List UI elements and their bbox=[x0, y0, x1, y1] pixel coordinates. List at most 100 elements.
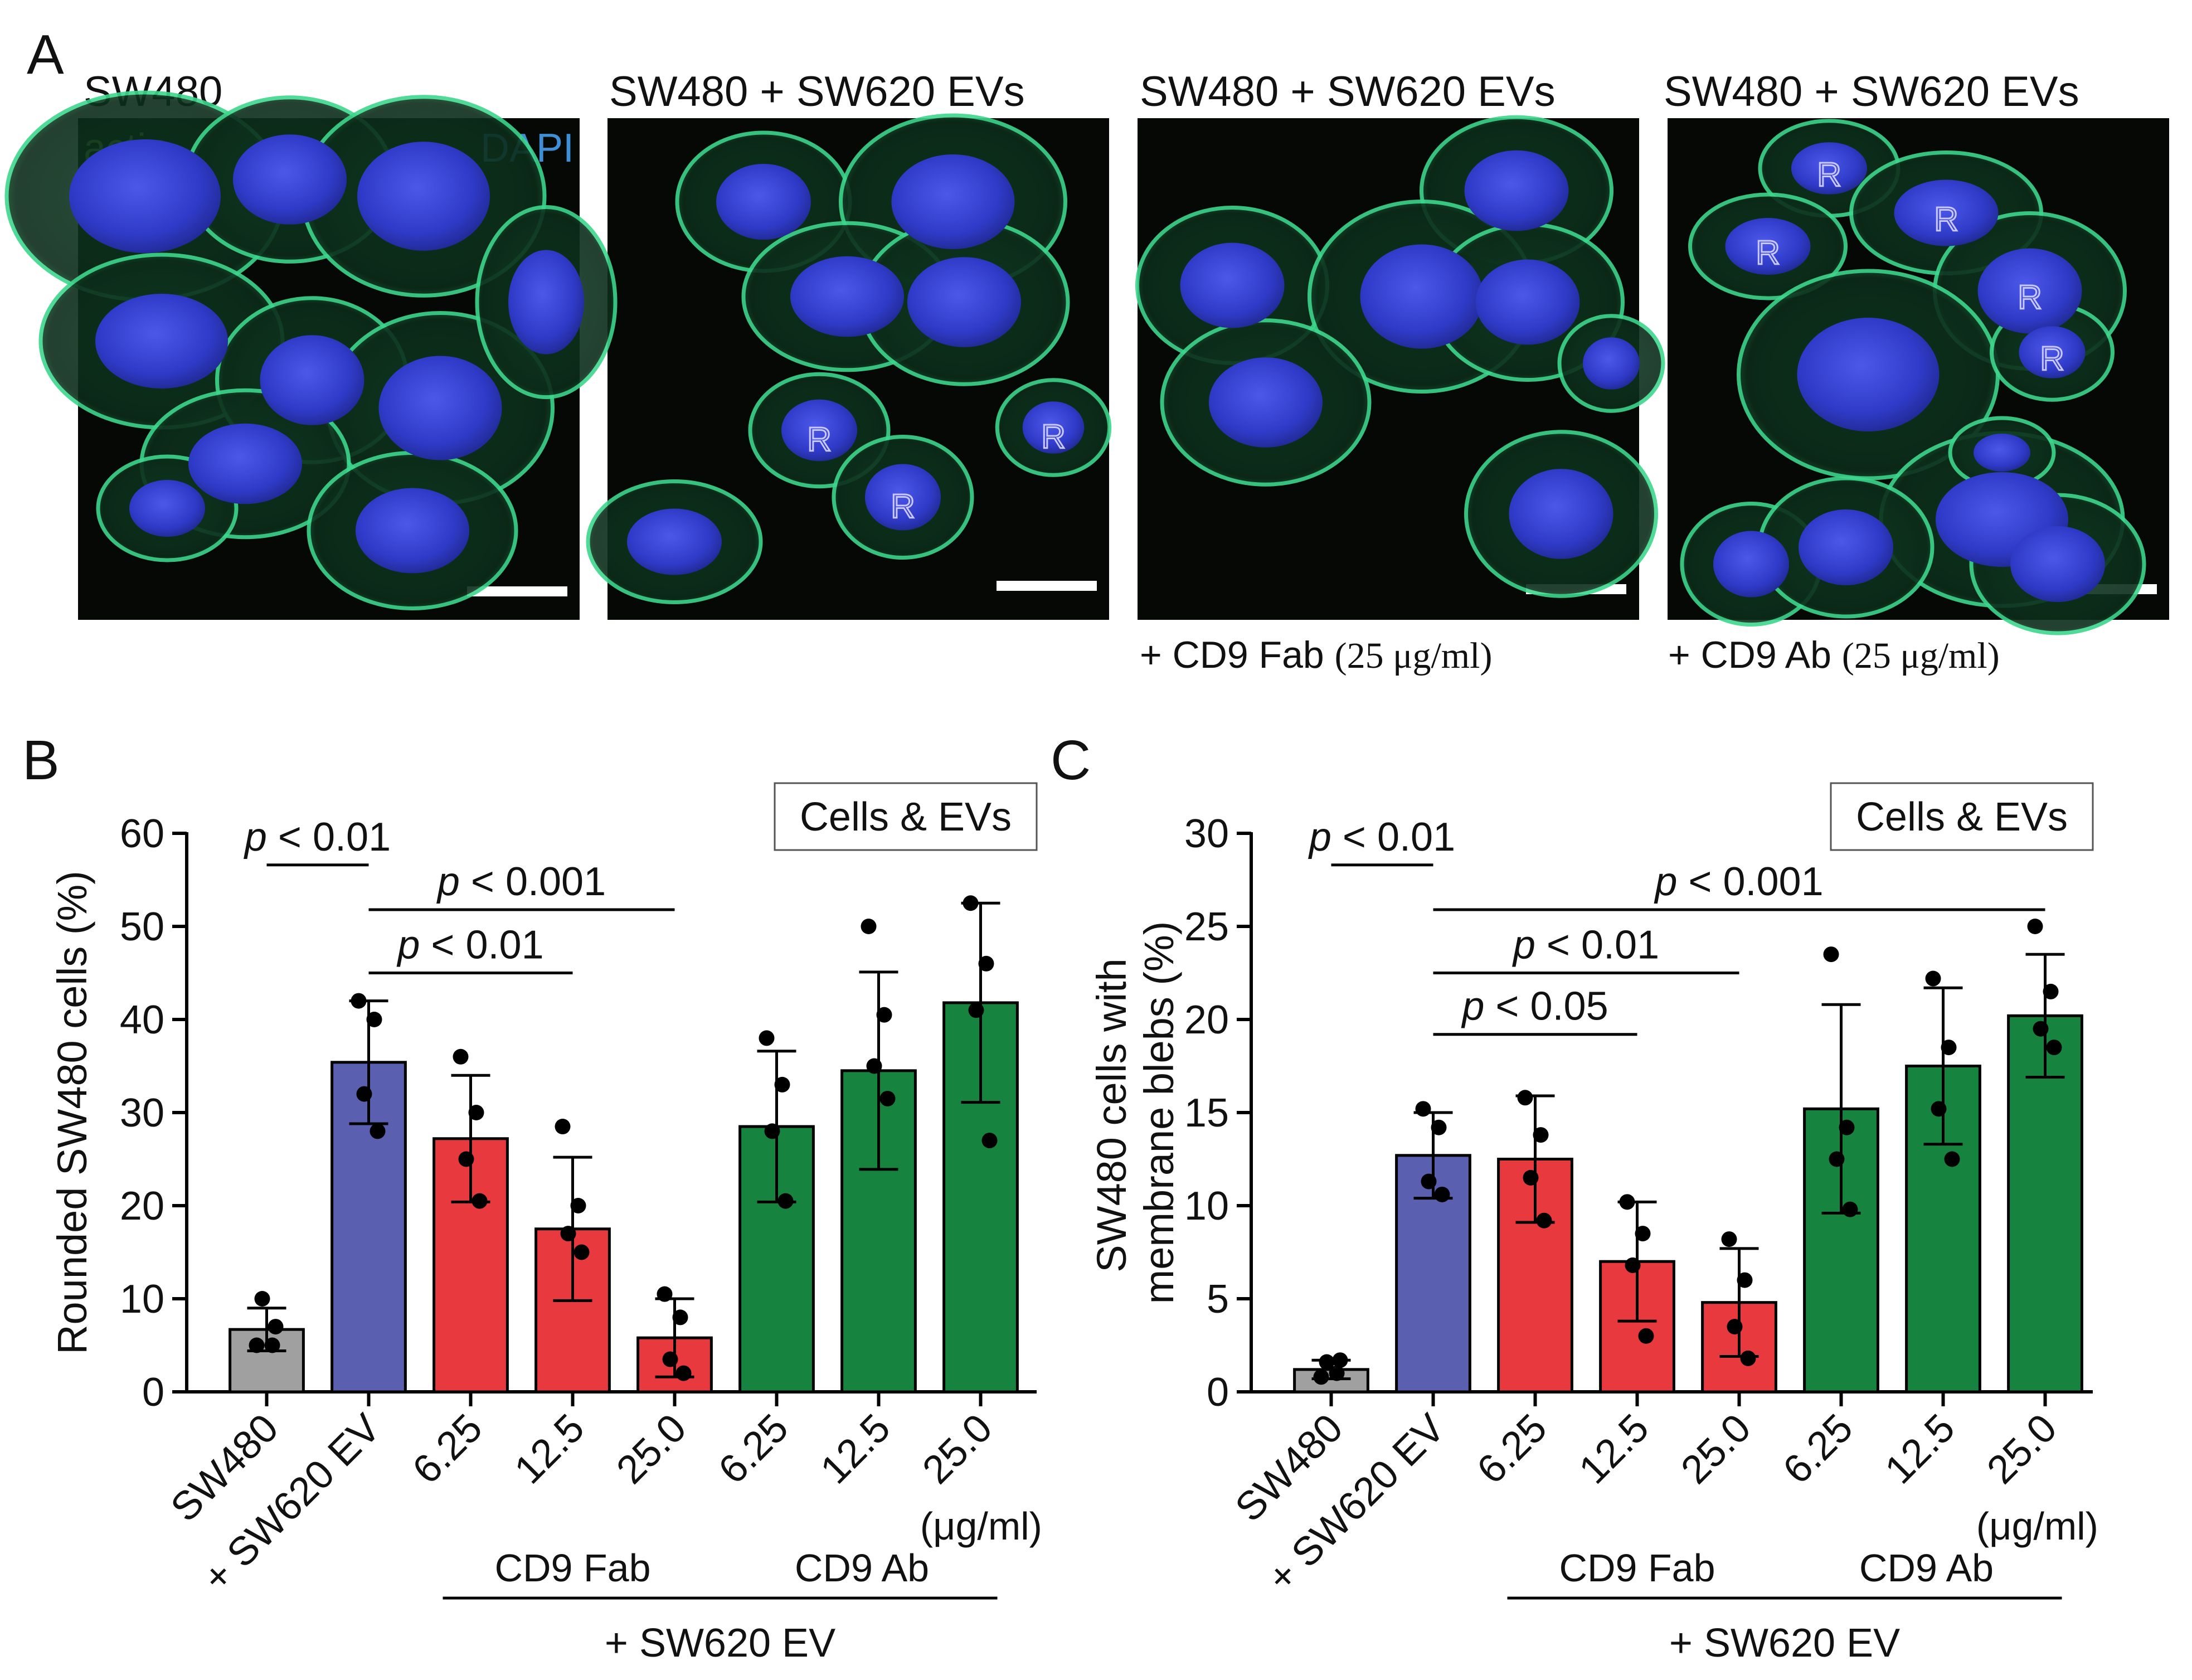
p-value-label: p < 0.01 bbox=[396, 923, 543, 968]
panel-a: A SW480 actin DAPI SW480 + SW620 EVs SW4… bbox=[4, 23, 2169, 676]
group-label-fab: CD9 Fab bbox=[494, 1546, 650, 1590]
data-point bbox=[1421, 1173, 1437, 1189]
data-point bbox=[1434, 1186, 1450, 1202]
data-point bbox=[777, 1193, 794, 1209]
data-point bbox=[468, 1105, 484, 1120]
p-value-label: p < 0.01 bbox=[1308, 815, 1455, 860]
data-point bbox=[876, 1007, 892, 1023]
data-point bbox=[759, 1030, 775, 1046]
legend-label: Cells & EVs bbox=[1856, 795, 2068, 839]
data-point bbox=[861, 919, 877, 934]
unit-label: (μg/ml) bbox=[920, 1504, 1042, 1548]
data-point bbox=[2027, 919, 2043, 934]
x-tick-label: + SW620 EV bbox=[1258, 1406, 1453, 1600]
cell-nucleus bbox=[233, 134, 347, 225]
y-tick-label: 40 bbox=[120, 998, 164, 1042]
data-point bbox=[1925, 970, 1941, 987]
data-point bbox=[1536, 1212, 1552, 1229]
micrograph-cells bbox=[4, 90, 618, 610]
data-point bbox=[672, 1309, 688, 1325]
y-tick-label: 30 bbox=[1184, 812, 1229, 856]
panel-letter-b: B bbox=[22, 729, 60, 792]
data-point bbox=[458, 1151, 474, 1167]
data-point bbox=[555, 1119, 571, 1135]
data-point bbox=[675, 1365, 692, 1381]
x-tick-label: 25.0 bbox=[1979, 1406, 2065, 1493]
micrograph-cells: R R R bbox=[586, 113, 1112, 604]
data-point bbox=[1431, 1119, 1447, 1135]
micrograph-title: SW480 + SW620 EVs bbox=[1664, 68, 2079, 115]
cell-nucleus bbox=[1209, 357, 1323, 448]
data-point bbox=[981, 1133, 998, 1149]
data-point bbox=[1635, 1226, 1651, 1242]
data-point bbox=[1415, 1101, 1431, 1117]
treatment-label: + SW620 EV bbox=[605, 1621, 835, 1666]
cell-nucleus bbox=[1791, 142, 1867, 195]
y-tick-label: 15 bbox=[1184, 1091, 1229, 1135]
data-point bbox=[2043, 983, 2059, 999]
rounded-cell-marker: R bbox=[2040, 340, 2064, 377]
y-tick-label: 60 bbox=[120, 812, 164, 856]
data-point bbox=[1931, 1101, 1947, 1117]
data-point bbox=[1313, 1369, 1329, 1385]
y-tick-label: 20 bbox=[1184, 998, 1229, 1042]
x-tick-label: 12.5 bbox=[506, 1406, 593, 1493]
cell-nucleus bbox=[1022, 401, 1085, 454]
cell-nucleus bbox=[627, 508, 722, 575]
data-point bbox=[249, 1337, 265, 1353]
x-tick-label: 6.25 bbox=[710, 1406, 797, 1493]
x-tick-label: 6.25 bbox=[1469, 1406, 1556, 1493]
y-tick-label: 30 bbox=[120, 1091, 164, 1135]
data-point bbox=[963, 895, 979, 911]
data-point bbox=[1721, 1231, 1737, 1247]
y-tick-label: 50 bbox=[120, 905, 164, 949]
data-point bbox=[2033, 1021, 2049, 1037]
rounded-cell-marker: R bbox=[1756, 234, 1780, 271]
data-point bbox=[1823, 946, 1839, 963]
cell-nucleus bbox=[95, 294, 228, 389]
rounded-cell-marker: R bbox=[1041, 418, 1065, 455]
micrograph-treatment-label: + CD9 Fab (25 μg/ml) bbox=[1140, 634, 1492, 676]
y-tick-label: 0 bbox=[1207, 1370, 1229, 1415]
y-tick-label: 10 bbox=[1184, 1184, 1229, 1229]
cell-nucleus bbox=[356, 488, 469, 574]
data-point bbox=[366, 1012, 382, 1027]
cell-nucleus bbox=[2010, 526, 2105, 602]
group-label-fab: CD9 Fab bbox=[1559, 1546, 1715, 1590]
x-tick-label: 6.25 bbox=[404, 1406, 491, 1493]
cell-nucleus bbox=[378, 356, 502, 460]
y-tick-label: 5 bbox=[1207, 1277, 1229, 1322]
cell-nucleus bbox=[1475, 259, 1580, 345]
data-point bbox=[879, 1090, 896, 1106]
cell-nucleus bbox=[1974, 434, 2030, 472]
data-point bbox=[1619, 1194, 1635, 1210]
rounded-cell-marker: R bbox=[2018, 279, 2042, 316]
cell-nucleus bbox=[1725, 218, 1811, 275]
x-tick-label: 6.25 bbox=[1775, 1406, 1862, 1493]
data-point bbox=[978, 955, 994, 972]
rounded-cell-marker: R bbox=[1934, 201, 1958, 238]
legend-label: Cells & EVs bbox=[800, 795, 1012, 839]
data-point bbox=[1533, 1127, 1549, 1143]
p-value-label: p < 0.01 bbox=[1512, 923, 1659, 968]
cell-nucleus bbox=[891, 154, 1015, 249]
x-tick-label: 25.0 bbox=[608, 1406, 695, 1493]
data-point bbox=[662, 1351, 678, 1367]
data-point bbox=[1329, 1365, 1345, 1381]
cell-nucleus bbox=[1713, 531, 1789, 598]
x-tick-label: + SW620 EV bbox=[194, 1406, 388, 1600]
cell-nucleus bbox=[790, 256, 904, 337]
cell-nucleus bbox=[1977, 248, 2082, 334]
y-axis-label: SW480 cells with bbox=[1088, 958, 1135, 1272]
cell-nucleus bbox=[1360, 244, 1484, 349]
micrograph-treatment-label: + CD9 Ab (25 μg/ml) bbox=[1668, 634, 2000, 676]
cell-nucleus bbox=[716, 164, 811, 240]
micrograph-cells bbox=[1135, 115, 1665, 598]
data-point bbox=[453, 1048, 469, 1065]
group-label-ab: CD9 Ab bbox=[795, 1546, 929, 1590]
data-point bbox=[1517, 1090, 1533, 1106]
